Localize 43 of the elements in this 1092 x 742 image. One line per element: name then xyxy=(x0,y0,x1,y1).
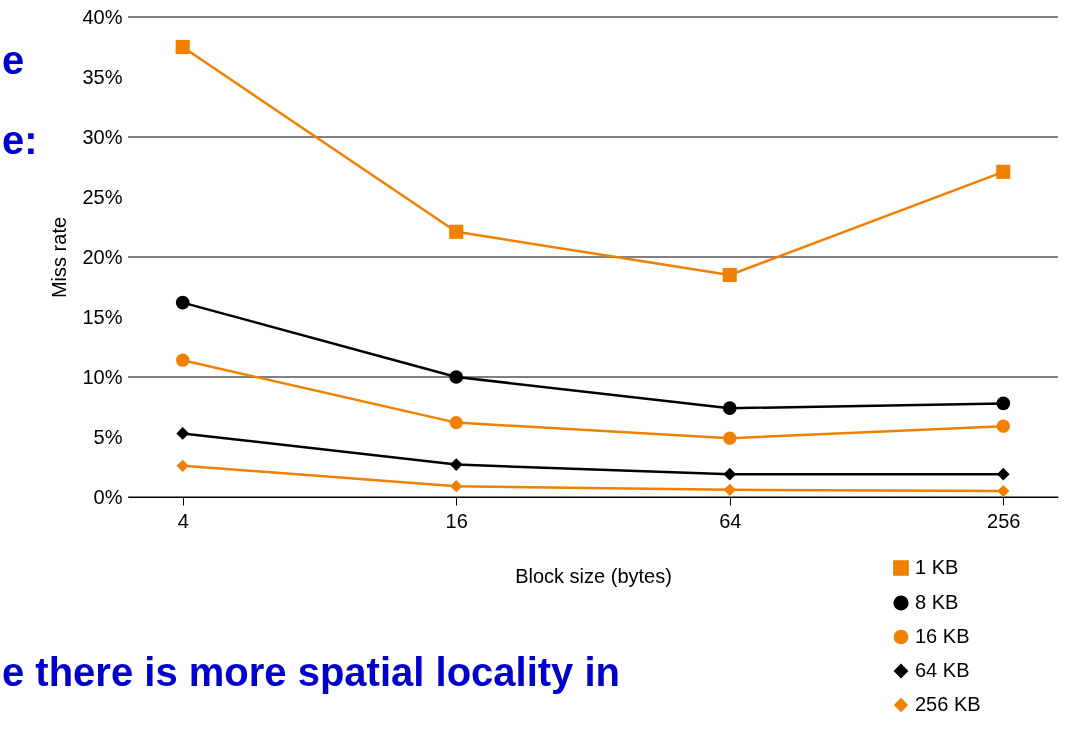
legend-label: 256 KB xyxy=(915,693,981,715)
y-tick-label: 30% xyxy=(82,125,123,148)
legend-label: 1 KB xyxy=(915,556,959,578)
y-tick-label: 5% xyxy=(93,425,123,448)
y-tick-label: 25% xyxy=(82,185,123,208)
x-tick-label: 64 xyxy=(719,509,742,532)
x-tick-label: 4 xyxy=(177,509,189,532)
point xyxy=(449,224,464,239)
point xyxy=(996,467,1010,481)
point xyxy=(175,39,190,55)
text: e: xyxy=(2,118,38,162)
x-tick-label: 16 xyxy=(445,509,468,532)
point xyxy=(722,401,737,416)
y-axis-title: Miss rate xyxy=(48,216,71,299)
y-tick-label: 35% xyxy=(82,65,123,88)
text: e xyxy=(2,38,25,82)
point xyxy=(996,419,1010,433)
point xyxy=(449,458,463,471)
legend-label: 64 KB xyxy=(915,659,970,681)
point xyxy=(997,484,1010,498)
text: e there is more spatial locality in xyxy=(2,650,621,694)
y-tick-label: 40% xyxy=(82,5,123,28)
point xyxy=(723,483,736,496)
point xyxy=(996,396,1011,411)
point xyxy=(723,431,737,445)
y-tick-label: 20% xyxy=(82,245,123,268)
y-tick-label: 10% xyxy=(82,365,123,388)
y-tick-label: 0% xyxy=(93,485,123,508)
point xyxy=(176,353,190,367)
point xyxy=(996,164,1011,179)
x-axis-title: Block size (bytes) xyxy=(515,564,672,587)
x-tick-label: 256 xyxy=(987,509,1021,532)
point xyxy=(449,416,463,430)
point xyxy=(722,267,737,283)
legend-label: 16 KB xyxy=(915,625,970,647)
y-tick-label: 15% xyxy=(82,305,123,328)
point xyxy=(449,370,464,384)
point xyxy=(176,459,189,472)
point xyxy=(175,295,190,310)
point xyxy=(450,480,463,493)
point xyxy=(176,427,190,440)
legend-label: 8 KB xyxy=(915,591,959,613)
point xyxy=(723,467,737,481)
